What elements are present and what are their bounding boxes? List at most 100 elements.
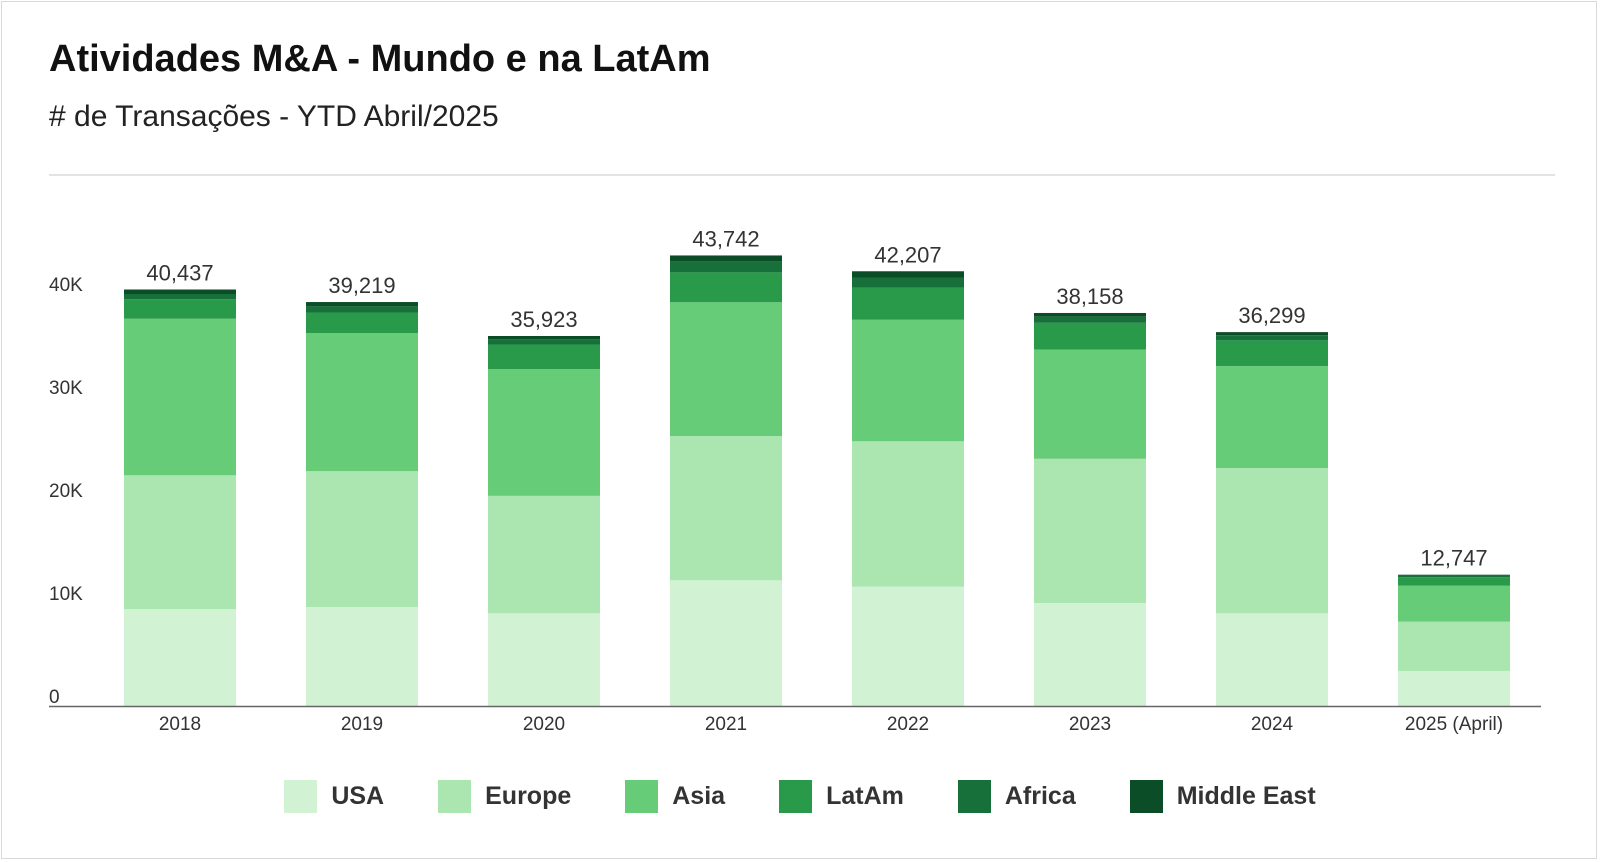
legend-item-europe: Europe — [438, 779, 572, 813]
legend-label: LatAm — [826, 781, 904, 810]
y-tick-label: 10K — [49, 584, 83, 605]
bar-total-label: 43,742 — [692, 226, 759, 251]
bar-segment-europe — [852, 441, 964, 587]
bar-group — [306, 302, 418, 706]
legend-item-africa: Africa — [957, 779, 1076, 813]
legend-label: USA — [331, 781, 385, 810]
bar-segment-middle-east — [1034, 312, 1146, 317]
legend-swatch — [284, 779, 318, 813]
x-tick-label: 2024 — [1251, 714, 1294, 735]
legend-label: Europe — [485, 781, 572, 810]
bar-segment-africa — [1216, 335, 1328, 341]
y-tick-label: 0 — [49, 687, 60, 708]
legend-swatch — [779, 779, 813, 813]
bar-total-label: 40,437 — [146, 260, 213, 285]
legend-item-asia: Asia — [625, 779, 726, 813]
bar-segment-europe — [1398, 621, 1510, 671]
x-tick-label: 2019 — [341, 714, 383, 735]
bar-segment-africa — [670, 261, 782, 273]
bar-segment-asia — [306, 333, 418, 472]
legend-swatch — [957, 779, 991, 813]
bar-segment-africa — [124, 294, 236, 300]
bar-segment-usa — [670, 580, 782, 706]
bar-segment-middle-east — [1398, 574, 1510, 576]
bar-segment-asia — [1034, 349, 1146, 459]
bar-group — [1398, 574, 1510, 706]
bar-group — [1216, 332, 1328, 706]
bar-segment-middle-east — [1216, 332, 1328, 336]
bar-segment-middle-east — [488, 335, 600, 340]
x-tick-label: 2020 — [523, 714, 565, 735]
y-tick-label: 20K — [49, 481, 83, 502]
bar-segment-europe — [670, 436, 782, 581]
bar-group — [1034, 312, 1146, 706]
bar-segment-asia — [124, 318, 236, 476]
bar-total-label: 42,207 — [874, 242, 941, 267]
header-divider — [49, 174, 1555, 176]
bar-group — [124, 289, 236, 706]
bar-segment-asia — [1216, 366, 1328, 469]
chart-title: Atividades M&A - Mundo e na LatAm — [49, 38, 711, 80]
bar-segment-latam — [852, 287, 964, 320]
bar-segment-africa — [306, 306, 418, 313]
stacked-bar-chart: 0 10K 20K 30K 40K 40,437 2018 39,219 2019 35,923 2… — [49, 226, 1541, 735]
legend-swatch — [1129, 779, 1163, 813]
bar-total-label: 36,299 — [1238, 303, 1305, 328]
y-tick-label: 30K — [49, 378, 83, 399]
bar-segment-europe — [1034, 458, 1146, 603]
bar-segment-europe — [124, 475, 236, 610]
bar-segment-latam — [1034, 322, 1146, 350]
bar-group — [670, 255, 782, 706]
bar-segment-usa — [488, 613, 600, 706]
bar-segment-usa — [1034, 603, 1146, 706]
legend-swatch — [438, 779, 472, 813]
bar-segment-middle-east — [306, 302, 418, 307]
bar-segment-middle-east — [852, 271, 964, 278]
bar-segment-latam — [124, 299, 236, 319]
bar-total-label: 35,923 — [510, 307, 577, 332]
legend-item-latam: LatAm — [779, 779, 904, 813]
chart-legend: USA Europe Asia LatAm Africa Middle East — [0, 776, 1600, 816]
bar-total-label: 39,219 — [328, 273, 395, 298]
x-tick-label: 2025 (April) — [1405, 714, 1503, 735]
bar-segment-latam — [1216, 340, 1328, 367]
bar-segment-usa — [1398, 670, 1510, 706]
bar-segment-europe — [488, 495, 600, 614]
x-tick-label: 2022 — [887, 714, 929, 735]
bar-segment-latam — [1398, 577, 1510, 586]
x-tick-label: 2021 — [705, 714, 747, 735]
legend-item-usa: USA — [284, 779, 385, 813]
chart-subtitle: # de Transações - YTD Abril/2025 — [49, 100, 499, 133]
bar-segment-usa — [1216, 613, 1328, 706]
x-tick-label: 2018 — [159, 714, 201, 735]
legend-item-middle-east: Middle East — [1129, 779, 1316, 813]
bar-total-label: 12,747 — [1420, 546, 1487, 571]
bar-segment-europe — [306, 471, 418, 608]
bar-segment-africa — [1034, 316, 1146, 323]
legend-label: Africa — [1004, 781, 1076, 810]
bar-group — [488, 335, 600, 706]
x-tick-label: 2023 — [1069, 714, 1111, 735]
bar-segment-middle-east — [670, 255, 782, 262]
legend-swatch — [625, 779, 659, 813]
bar-segment-asia — [1398, 585, 1510, 622]
bar-segment-latam — [488, 344, 600, 370]
bar-segment-latam — [670, 272, 782, 303]
legend-label: Asia — [672, 781, 726, 810]
bar-segment-africa — [1398, 575, 1510, 578]
bar-total-label: 38,158 — [1056, 284, 1123, 309]
bar-segment-usa — [124, 609, 236, 706]
bar-segment-africa — [852, 277, 964, 288]
bar-segment-latam — [306, 312, 418, 334]
bar-segment-europe — [1216, 468, 1328, 614]
y-tick-label: 40K — [49, 275, 83, 296]
legend-label: Middle East — [1176, 781, 1316, 810]
bar-segment-asia — [670, 302, 782, 437]
bar-segment-africa — [488, 339, 600, 345]
bar-segment-middle-east — [124, 289, 236, 294]
bar-group — [852, 271, 964, 706]
bar-segment-usa — [306, 607, 418, 706]
bar-segment-asia — [488, 369, 600, 496]
bar-segment-asia — [852, 319, 964, 442]
